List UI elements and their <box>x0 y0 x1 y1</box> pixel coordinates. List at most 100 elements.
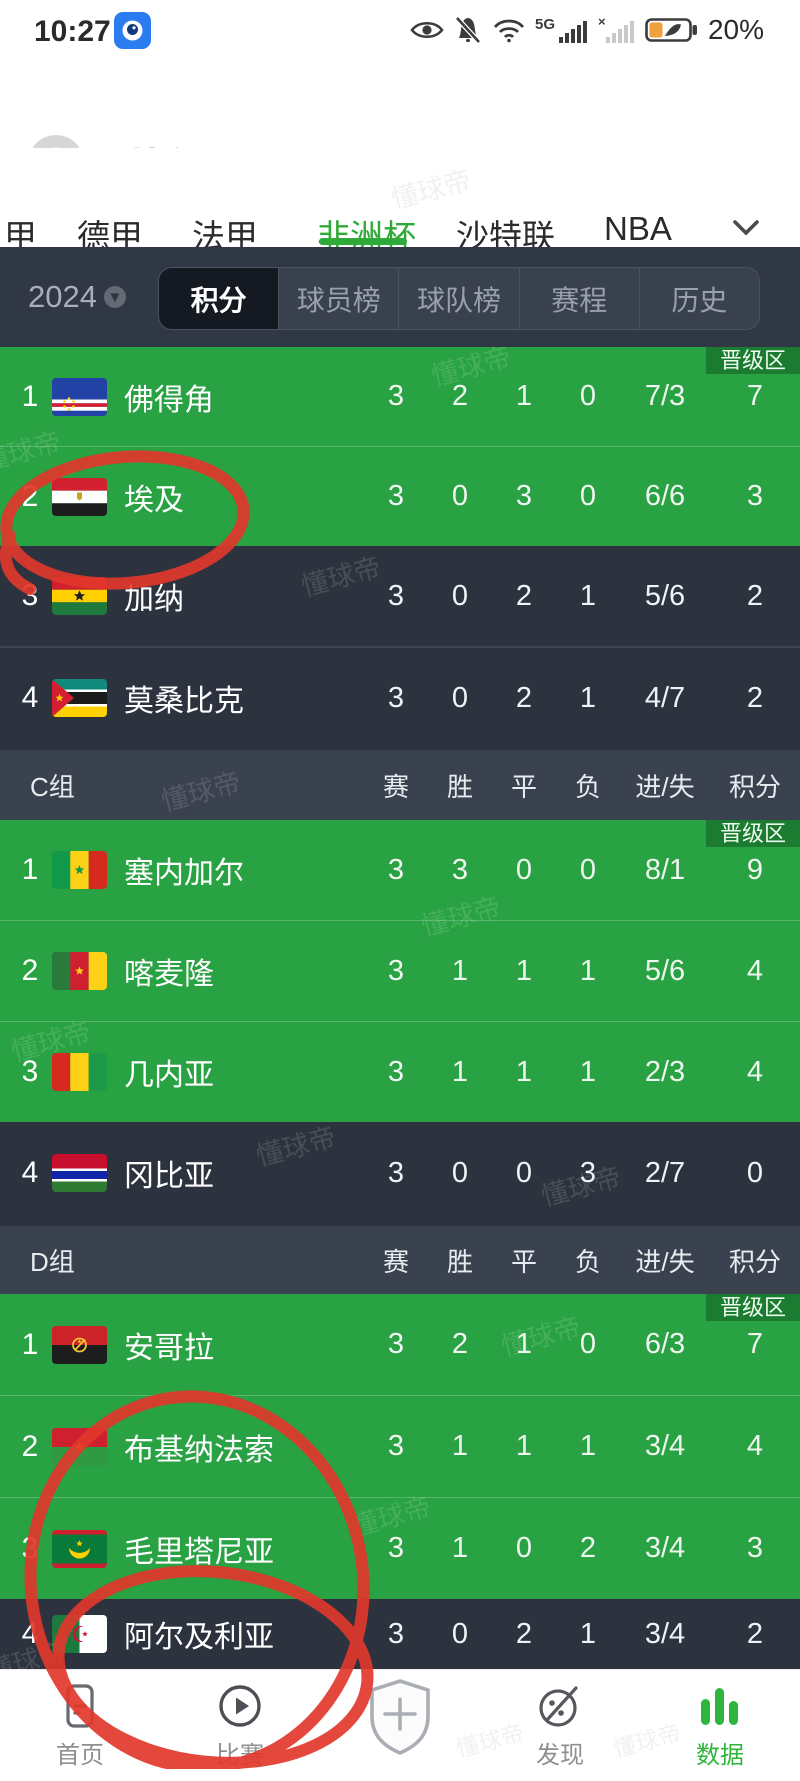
team-name: 佛得角 <box>124 383 214 417</box>
points-cell: 4 <box>746 1055 764 1088</box>
played-cell: 3 <box>387 1156 405 1189</box>
status-icons: 5G × 20% <box>410 14 764 46</box>
won-cell: 1 <box>451 1055 469 1088</box>
won-cell: 0 <box>451 1156 469 1189</box>
table-row-algeria[interactable]: 4 阿尔及利亚 3 0 2 1 3/4 2 <box>0 1599 800 1669</box>
won-cell: 3 <box>451 853 469 886</box>
drawn-cell: 0 <box>515 1532 533 1564</box>
drawn-cell: 0 <box>515 1156 533 1189</box>
nav-home[interactable]: 首页 <box>0 1670 160 1781</box>
team-name: 几内亚 <box>124 1059 214 1092</box>
rank-cell: 4 <box>21 681 39 714</box>
bell-muted-icon <box>455 16 481 44</box>
notification-app-icon <box>114 12 151 49</box>
lost-cell: 2 <box>579 1532 597 1564</box>
drawn-cell: 1 <box>515 380 533 412</box>
table-row-egypt[interactable]: 2 埃及 3 0 3 0 6/6 3 <box>0 446 800 546</box>
table-row-angola[interactable]: 1 安哥拉 3 2 1 0 6/3 7 <box>0 1294 800 1395</box>
rank-cell: 1 <box>21 379 39 413</box>
drawn-cell: 0 <box>515 853 533 886</box>
chevron-down-icon[interactable] <box>733 220 759 241</box>
table-row-cape-verde[interactable]: 1 佛得角 3 2 1 <box>0 347 800 446</box>
won-cell: 2 <box>451 380 469 412</box>
eye-icon <box>410 21 444 39</box>
group-d-header: D组 赛 胜 平 负 进/失 积分 <box>0 1224 800 1294</box>
played-cell: 3 <box>387 954 405 987</box>
col-points: 积分 <box>728 1246 781 1277</box>
table-row-guinea[interactable]: 3 几内亚 3 1 1 1 2/3 4 <box>0 1021 800 1122</box>
nav-data-label: 数据 <box>696 1742 744 1769</box>
nav-data[interactable]: 数据 <box>640 1670 800 1781</box>
view-tab-players[interactable]: 球员榜 <box>278 268 398 329</box>
view-tab-points[interactable]: 积分 <box>159 268 279 329</box>
view-tab-history[interactable]: 历史 <box>638 268 759 329</box>
table-row-ghana[interactable]: 3 加纳 3 0 2 1 5/6 2 <box>0 546 800 646</box>
flag-angola-icon <box>52 1325 107 1364</box>
goals-cell: 2/3 <box>644 1055 686 1088</box>
won-cell: 1 <box>451 1430 469 1462</box>
lost-cell: 1 <box>579 1055 597 1088</box>
goals-cell: 7/3 <box>644 380 686 412</box>
table-row-gambia[interactable]: 4 冈比亚 3 0 0 3 2/7 0 <box>0 1122 800 1224</box>
rank-cell: 1 <box>21 1327 39 1361</box>
group-b-lower-zone: 3 加纳 3 0 2 1 5/6 2 4 <box>0 546 800 748</box>
col-lost: 负 <box>574 771 601 802</box>
played-cell: 3 <box>387 681 405 714</box>
goals-cell: 3/4 <box>644 1430 686 1462</box>
played-cell: 3 <box>387 1430 405 1462</box>
won-cell: 0 <box>451 480 469 512</box>
played-cell: 3 <box>387 853 405 886</box>
nav-publish[interactable] <box>320 1670 480 1781</box>
goals-cell: 2/7 <box>644 1156 686 1189</box>
group-c-promotion-zone: 晋级区 1 塞内加尔 3 3 0 0 8/1 9 <box>0 820 800 1122</box>
rank-cell: 3 <box>21 1531 39 1565</box>
season-chevron-down-icon: ▼ <box>103 286 126 308</box>
battery-percent: 20% <box>707 14 764 45</box>
bottom-nav: 首页 比赛 发现 <box>0 1669 800 1781</box>
col-played: 赛 <box>382 771 409 802</box>
points-cell: 3 <box>746 1532 764 1564</box>
lost-cell: 1 <box>579 1617 597 1650</box>
drawn-cell: 1 <box>515 1328 533 1360</box>
group-b-promotion-zone: 晋级区 1 佛得角 3 2 <box>0 347 800 546</box>
lost-cell: 3 <box>579 1156 597 1189</box>
flag-burkina-faso-icon <box>52 1427 107 1466</box>
goals-cell: 3/4 <box>644 1532 686 1564</box>
nav-matches-label: 比赛 <box>216 1742 264 1769</box>
status-bar: 10:27 <box>0 0 800 62</box>
nav-discover[interactable]: 发现 <box>480 1670 640 1781</box>
flag-cameroon-icon <box>52 952 107 990</box>
table-row-cameroon[interactable]: 2 喀麦隆 3 1 1 1 5/6 4 <box>0 920 800 1021</box>
season-label: 2024 <box>28 279 97 314</box>
rank-cell: 3 <box>21 1055 39 1088</box>
table-row-senegal[interactable]: 1 塞内加尔 3 3 0 0 8/1 9 <box>0 820 800 920</box>
view-tab-teams[interactable]: 球队榜 <box>398 268 518 329</box>
wifi-icon <box>493 19 525 43</box>
col-points: 积分 <box>728 771 781 802</box>
col-won: 胜 <box>446 1246 473 1277</box>
season-selector[interactable]: 2024 ▼ <box>28 279 126 315</box>
played-cell: 3 <box>387 480 405 512</box>
goals-cell: 4/7 <box>644 681 686 714</box>
flag-senegal-icon <box>52 851 107 889</box>
league-nav: 甲 德甲 法甲 非洲杯 沙特联 NBA <box>0 148 800 255</box>
team-name: 毛里塔尼亚 <box>124 1535 274 1569</box>
table-row-mozambique[interactable]: 4 莫桑比克 3 0 2 1 4/7 <box>0 646 800 748</box>
points-cell: 7 <box>746 1328 764 1360</box>
goals-cell: 6/6 <box>644 480 686 512</box>
league-item-nba[interactable]: NBA <box>604 210 672 247</box>
view-tab-schedule[interactable]: 赛程 <box>518 268 639 329</box>
flag-ghana-icon <box>52 577 107 615</box>
active-league-underline <box>319 238 407 245</box>
table-row-mauritania[interactable]: 3 毛里塔尼亚 3 1 0 2 3/4 3 <box>0 1497 800 1599</box>
col-goals: 进/失 <box>635 771 695 802</box>
lost-cell: 1 <box>579 579 597 612</box>
table-row-burkina-faso[interactable]: 2 布基纳法索 3 1 1 1 3/4 4 <box>0 1395 800 1497</box>
lost-cell: 0 <box>579 1328 597 1360</box>
filter-panel: 2024 ▼ 积分 球员榜 球队榜 赛程 历史 <box>0 247 800 347</box>
won-cell: 1 <box>451 954 469 987</box>
col-lost: 负 <box>574 1246 601 1277</box>
rank-cell: 1 <box>21 853 39 886</box>
nav-matches[interactable]: 比赛 <box>160 1670 320 1781</box>
played-cell: 3 <box>387 380 405 412</box>
